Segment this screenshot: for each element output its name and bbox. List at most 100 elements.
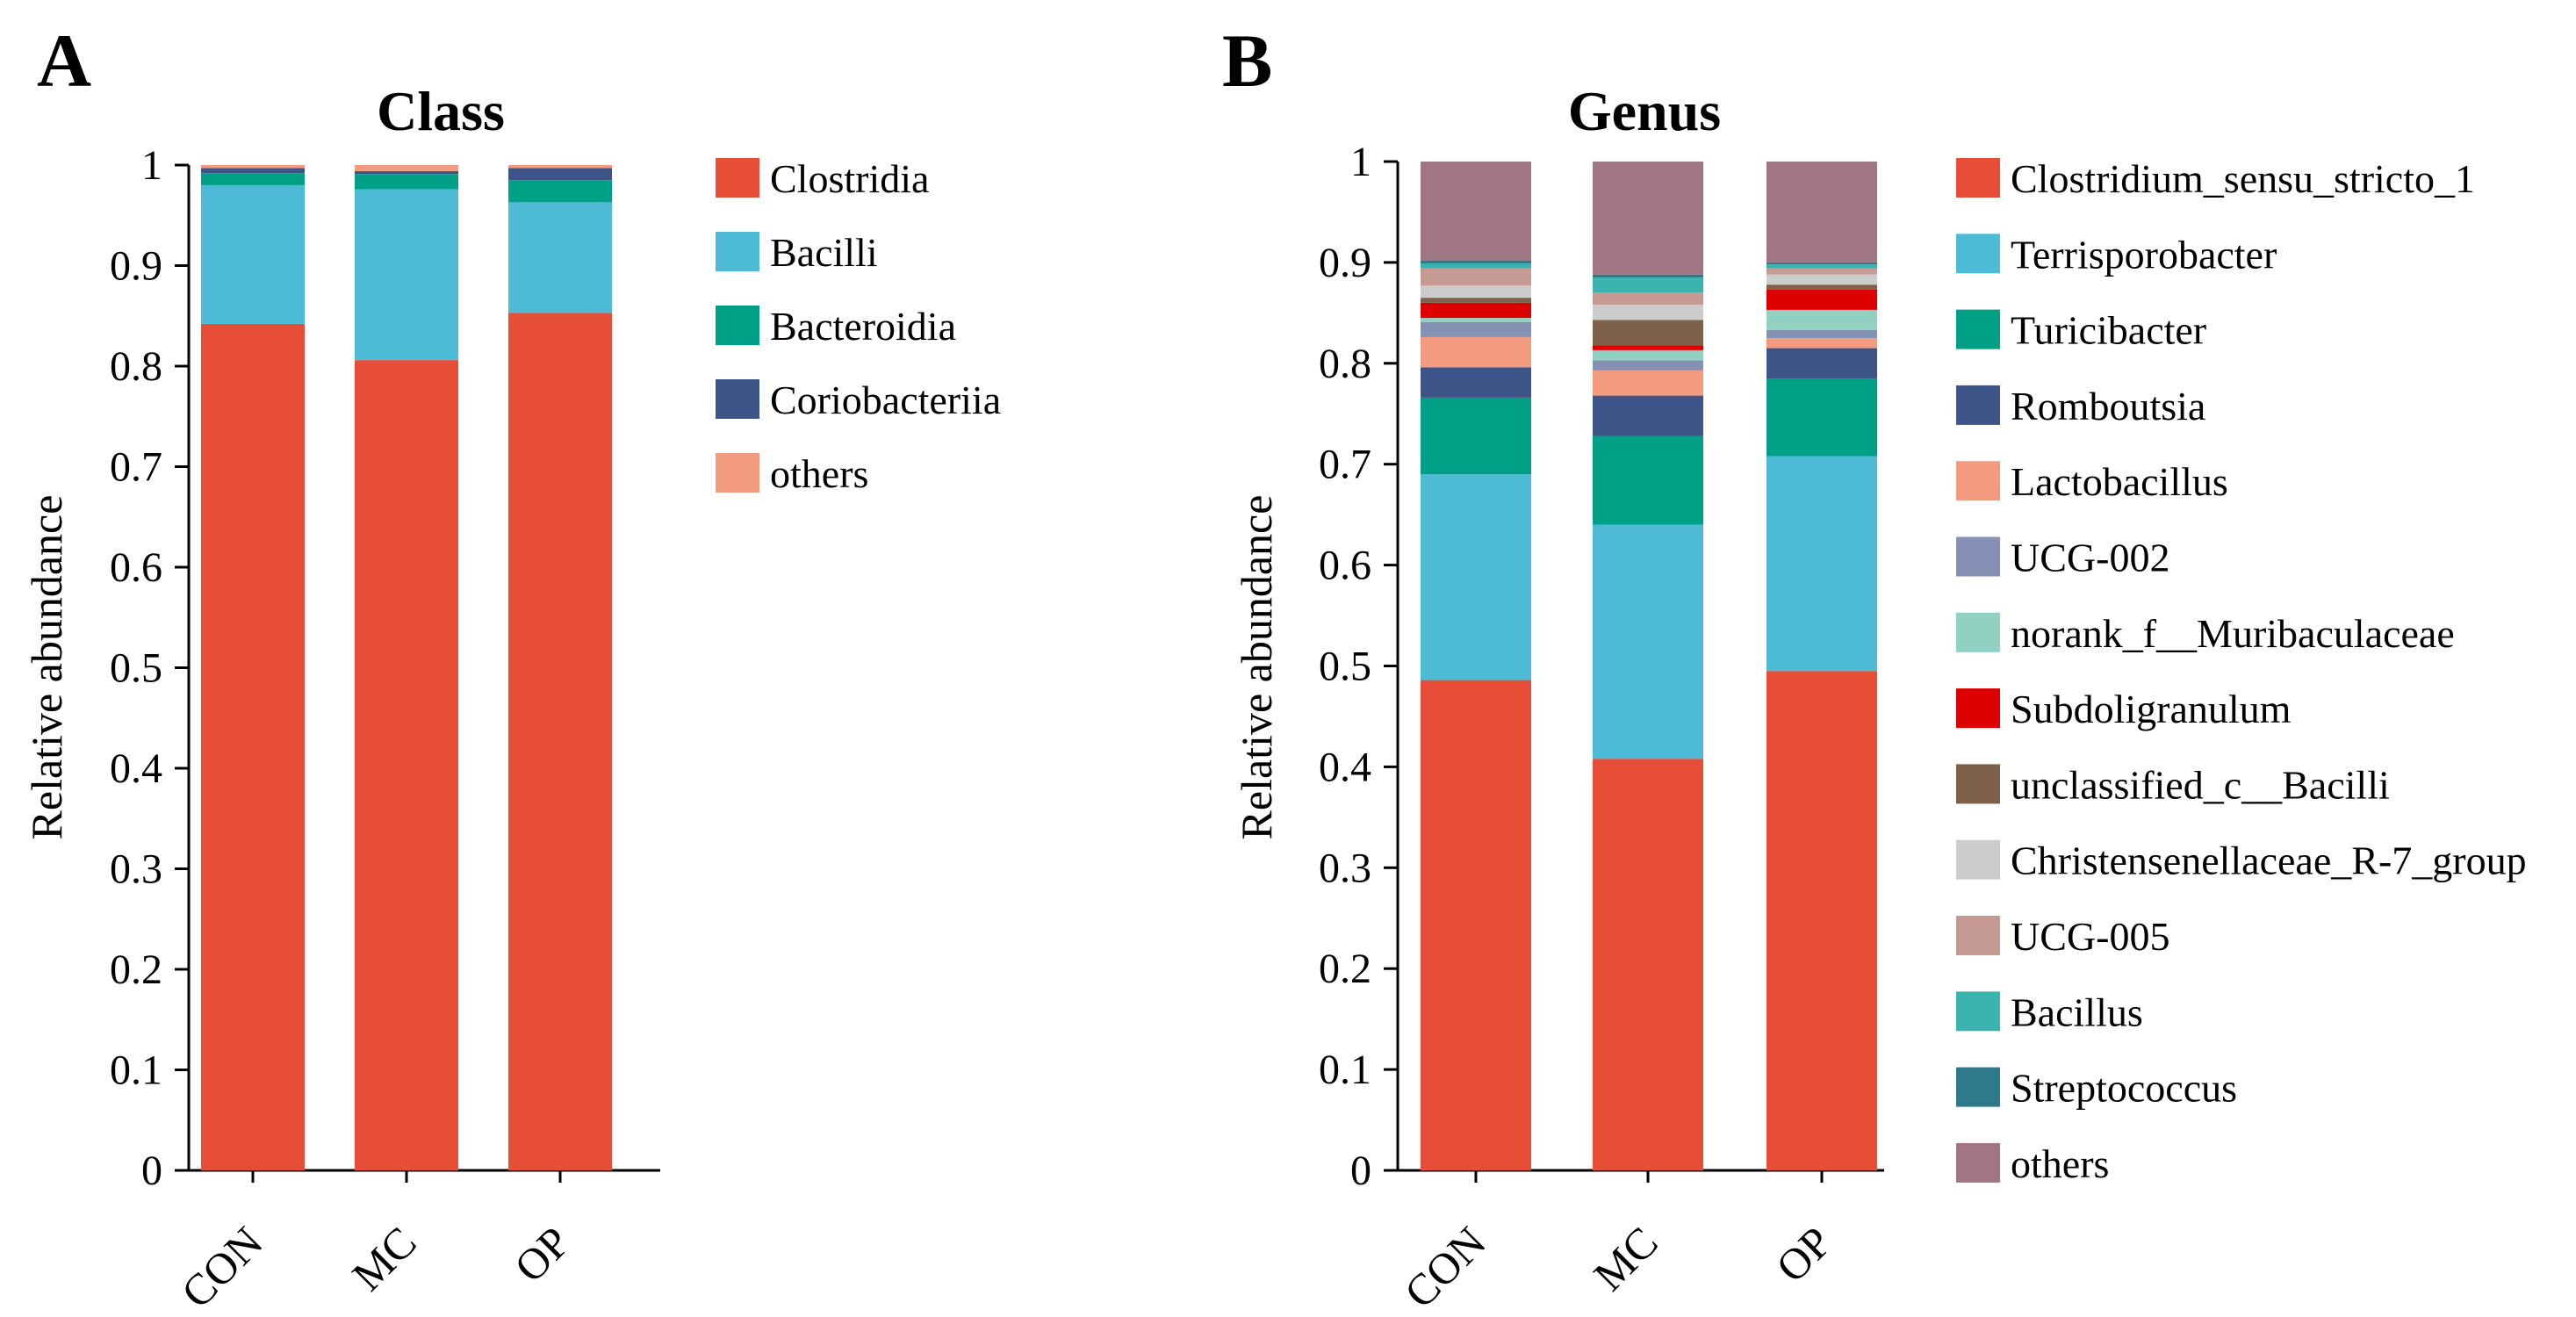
- panel-b-legend-label: Turicibacter: [2011, 308, 2206, 353]
- panel-b-legend-swatch: [1956, 916, 2000, 955]
- panel-a-bar-segment: [201, 173, 305, 185]
- panel-b-y-tick-label: 1: [1350, 139, 1371, 185]
- panel-b-legend-swatch: [1956, 688, 2000, 729]
- panel-b-bar-segment: [1593, 395, 1703, 436]
- panel-b-bar-segment: [1767, 284, 1877, 290]
- panel-b-legend: Clostridium_sensu_stricto_1 Terrisporobac…: [1956, 156, 2527, 1186]
- panel-a-bar-segment: [355, 189, 458, 361]
- panel-a-bar-segment: [508, 180, 612, 203]
- panel-b-legend-swatch: [1956, 612, 2000, 652]
- panel-b-y-ticks: 0 0.1 0.2 0.3 0.4 0.5 0.6 0.7 0.8 0.9 1: [1319, 139, 1398, 1194]
- panel-a-bar-segment: [508, 168, 612, 181]
- panel-a-y-tick-label: 0: [141, 1148, 162, 1194]
- panel-b-bar-segment: [1421, 680, 1531, 1170]
- panel-a-y-tick-label: 0.9: [110, 243, 162, 290]
- panel-a-y-ticks: 0 0.1 0.2 0.3 0.4 0.5 0.6 0.7 0.8 0.9 1: [110, 142, 189, 1194]
- panel-a-bar-segment: [508, 165, 612, 169]
- panel-b-legend-swatch: [1956, 764, 2000, 804]
- panel-b-bar-segment: [1593, 274, 1703, 278]
- panel-b-bar-segment: [1767, 264, 1877, 269]
- panel-b-bar-segment: [1767, 289, 1877, 310]
- panel-b-bar-segment: [1421, 162, 1531, 261]
- panel-b-title: Genus: [1568, 80, 1721, 142]
- panel-b-y-tick-label: 0.1: [1319, 1047, 1371, 1093]
- panel-b-bar-segment: [1421, 367, 1531, 398]
- panel-a-x-tick-label: MC: [342, 1217, 426, 1300]
- panel-a-bars: [201, 165, 612, 1170]
- panel-a-legend: Clostridia Bacilli Bacteroidia Coriobacteri…: [716, 156, 1001, 496]
- panel-b-y-axis-label: Relative abundance: [1232, 495, 1281, 840]
- panel-a-y-tick-label: 0.5: [110, 645, 162, 692]
- panel-b-bar-segment: [1767, 378, 1877, 457]
- panel-b-x-tick-label: MC: [1584, 1217, 1667, 1300]
- panel-b-legend-label: Streptococcus: [2011, 1066, 2237, 1111]
- panel-b-y-tick-label: 0.4: [1319, 744, 1371, 790]
- panel-a-legend-swatch: [716, 158, 759, 198]
- panel-a-letter: A: [37, 18, 91, 103]
- panel-b-legend-swatch: [1956, 309, 2000, 349]
- panel-a: A Class Relative abundance 0 0.1 0.2 0.3 0.4…: [22, 18, 1001, 1317]
- panel-b-x-tick-label: OP: [1767, 1217, 1841, 1292]
- panel-a-x-ticks: CON MC OP: [172, 1170, 579, 1317]
- panel-b-bar-segment: [1767, 348, 1877, 379]
- panel-a-y-axis-label: Relative abundance: [22, 495, 71, 840]
- panel-a-bar-segment: [355, 360, 458, 1170]
- panel-b-legend-label: Clostridium_sensu_stricto_1: [2011, 156, 2475, 201]
- panel-b-bar-segment: [1421, 302, 1531, 319]
- panel-a-y-tick-label: 0.1: [110, 1047, 162, 1094]
- panel-a-legend-swatch: [716, 306, 759, 345]
- panel-b-legend-swatch: [1956, 991, 2000, 1032]
- panel-a-legend-swatch: [716, 379, 759, 419]
- panel-b-y-tick-label: 0.3: [1319, 845, 1371, 891]
- panel-a-x-tick-label: OP: [505, 1217, 579, 1292]
- panel-a-legend-label: Coriobacteriia: [770, 378, 1001, 422]
- panel-b-legend-label: Christensenellaceae_R-7_group: [2011, 838, 2527, 883]
- panel-b-bar-segment: [1767, 162, 1877, 263]
- panel-a-bar-segment: [355, 165, 458, 171]
- panel-b-bar-segment: [1421, 260, 1531, 264]
- panel-a-bar-segment: [201, 165, 305, 169]
- panel-b-y-tick-label: 0: [1350, 1148, 1371, 1194]
- panel-b-legend-swatch: [1956, 839, 2000, 880]
- panel-b-letter: B: [1222, 18, 1272, 103]
- panel-b-bar-segment: [1767, 671, 1877, 1170]
- panel-a-legend-swatch: [716, 453, 759, 493]
- panel-b-bar-segment: [1593, 162, 1703, 275]
- panel-b-bar-segment: [1593, 759, 1703, 1170]
- panel-b-legend-label: UCG-005: [2011, 914, 2169, 959]
- panel-b-y-tick-label: 0.5: [1319, 644, 1371, 690]
- panel-b-legend-label: Bacillus: [2011, 990, 2143, 1034]
- panel-a-y-tick-label: 1: [141, 142, 162, 189]
- panel-b-legend-label: UCG-002: [2011, 536, 2169, 580]
- panel-b-bar-segment: [1767, 268, 1877, 275]
- panel-b-bar-segment: [1767, 456, 1877, 672]
- panel-a-bar-segment: [201, 184, 305, 324]
- panel-a-bar-segment: [355, 174, 458, 190]
- panel-a-y-tick-label: 0.3: [110, 846, 162, 893]
- panel-b-legend-label: others: [2011, 1141, 2109, 1186]
- panel-a-legend-label: others: [770, 451, 868, 496]
- panel-a-bar-segment: [508, 313, 612, 1170]
- panel-b-legend-label: Lactobacillus: [2011, 459, 2228, 504]
- panel-b-bar-segment: [1593, 292, 1703, 306]
- panel-a-y-tick-label: 0.7: [110, 444, 162, 491]
- panel-b-y-tick-label: 0.8: [1319, 341, 1371, 387]
- panel-b-legend-swatch: [1956, 385, 2000, 425]
- panel-b-legend-label: Romboutsia: [2011, 384, 2205, 428]
- panel-b-y-tick-label: 0.7: [1319, 442, 1371, 488]
- panel-a-legend-label: Bacilli: [770, 230, 878, 275]
- panel-b-legend-swatch: [1956, 1067, 2000, 1107]
- panel-a-bar-segment: [201, 323, 305, 1170]
- panel-b-bar-segment: [1593, 370, 1703, 396]
- panel-a-y-tick-label: 0.2: [110, 946, 162, 993]
- panel-a-y-tick-label: 0.8: [110, 343, 162, 390]
- panel-b-bar-segment: [1767, 262, 1877, 265]
- panel-b-legend-label: unclassified_c__Bacilli: [2011, 762, 2390, 807]
- panel-a-title: Class: [377, 80, 505, 142]
- panel-b-bar-segment: [1593, 345, 1703, 350]
- panel-b-bar-segment: [1421, 474, 1531, 680]
- panel-a-bar-segment: [201, 168, 305, 174]
- panel-b-bar-segment: [1421, 263, 1531, 269]
- panel-b-legend-label: Terrisporobacter: [2011, 232, 2277, 277]
